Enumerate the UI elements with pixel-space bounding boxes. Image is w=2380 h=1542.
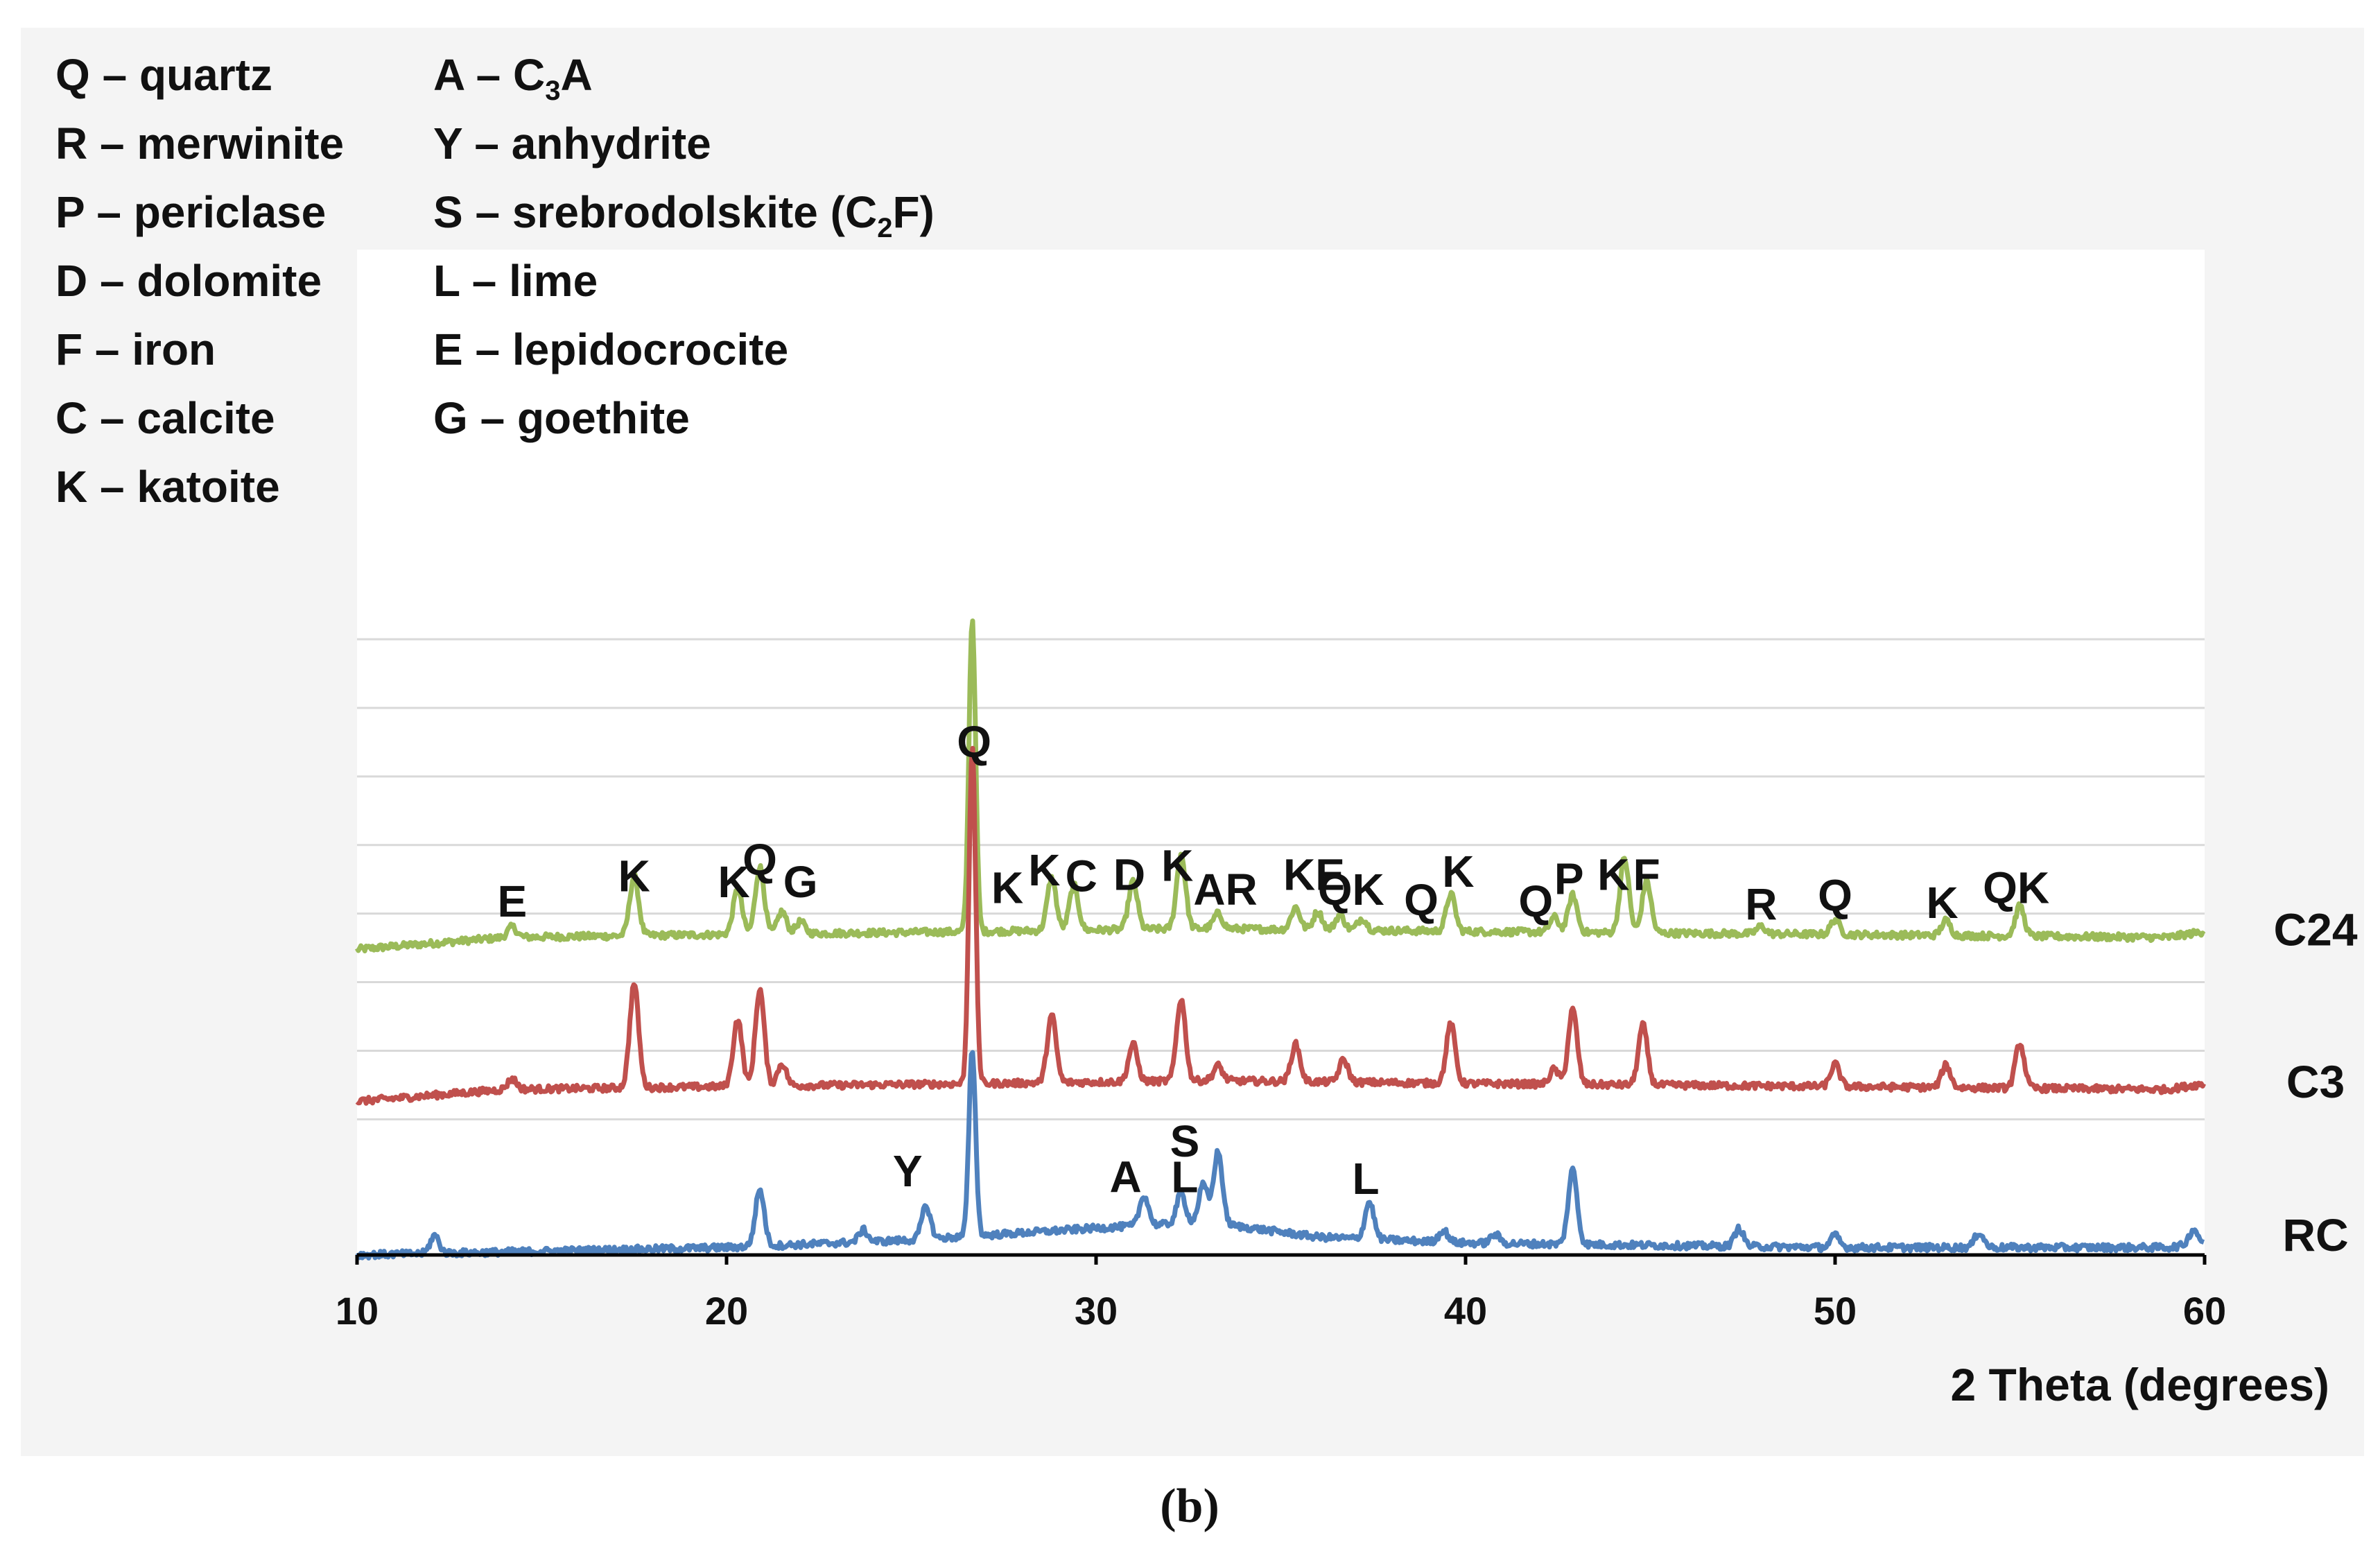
legend-item-d: D – dolomite (55, 256, 322, 306)
legend-code: S – (433, 187, 512, 237)
x-tick-label: 10 (336, 1289, 379, 1333)
peak-label: K (1442, 847, 1474, 896)
peak-label: K (1597, 849, 1629, 899)
legend-name: merwinite (137, 119, 344, 168)
peak-label: L (1353, 1154, 1380, 1204)
x-tick-label: 20 (705, 1289, 748, 1333)
peak-label: QK (1318, 865, 1384, 915)
legend-item-a: A – C3A (433, 50, 593, 106)
legend-item-q: Q – quartz (55, 50, 272, 100)
legend-code: Q – (55, 50, 139, 100)
series-c24-line (354, 618, 2206, 953)
legend-name: dolomite (137, 256, 322, 306)
peak-label: P (1554, 854, 1584, 904)
peak-label: A (1110, 1152, 1142, 1202)
legend-code: E – (433, 324, 512, 374)
legend-name: calcite (137, 393, 275, 443)
peak-label: K (1161, 840, 1193, 890)
legend-item-f: F – iron (55, 324, 216, 374)
peak-label: Q (1518, 876, 1553, 926)
peak-label: D (1113, 849, 1145, 899)
peak-label: E (498, 876, 528, 926)
x-tick-label: 50 (1814, 1289, 1857, 1333)
series-group (354, 618, 2207, 1261)
legend-name: iron (132, 324, 216, 374)
peak-label: Q (1404, 875, 1439, 925)
legend-subscript: 3 (545, 76, 560, 106)
series-label-rc: RC (2282, 1209, 2348, 1261)
series-label-c24: C24 (2273, 903, 2357, 955)
x-tick-label: 30 (1075, 1289, 1118, 1333)
peak-label: Y (893, 1146, 923, 1196)
legend-name-tail: A (560, 50, 592, 100)
legend-code: C – (55, 393, 137, 443)
legend-item-l: L – lime (433, 256, 598, 306)
legend-name: quartz (139, 50, 272, 100)
legend-item-k: K – katoite (55, 462, 280, 512)
peak-label: Q (1818, 870, 1852, 920)
peak-label: K (1926, 878, 1958, 928)
peak-label: K (618, 851, 650, 901)
legend-name: katoite (137, 462, 279, 512)
legend-name: C (513, 50, 545, 100)
legend-code: L – (433, 256, 509, 306)
peak-label: L (1171, 1152, 1198, 1202)
peak-label: K (718, 857, 750, 907)
legend-name: lime (509, 256, 598, 306)
peak-label: K (1028, 845, 1060, 895)
legend-code: K – (55, 462, 137, 512)
series-rc-line (355, 1050, 2205, 1261)
legend-code: D – (55, 256, 137, 306)
legend-item-r: R – merwinite (55, 119, 344, 168)
legend-name: anhydrite (512, 119, 711, 168)
x-tick-label: 60 (2183, 1289, 2226, 1333)
legend-item-g: G – goethite (433, 393, 690, 443)
x-ticks: 10 20 30 40 50 60 (336, 1255, 2226, 1333)
legend-name-tail: F) (892, 187, 934, 237)
peak-label: Q (957, 717, 991, 767)
legend-item-p: P – periclase (55, 187, 326, 237)
legend-item-e: E – lepidocrocite (433, 324, 788, 374)
x-tick-label: 40 (1444, 1289, 1487, 1333)
peak-label: K (991, 863, 1023, 913)
legend-code: R – (55, 119, 137, 168)
peak-label: Q (742, 835, 777, 885)
legend-name: lepidocrocite (512, 324, 788, 374)
legend-item-y: Y – anhydrite (433, 119, 711, 168)
peak-label: QK (1983, 863, 2049, 913)
peak-label: KE (1283, 849, 1345, 899)
legend-code: G – (433, 393, 517, 443)
legend-name: goethite (517, 393, 690, 443)
series-c3-line (355, 745, 2207, 1106)
gridlines (357, 638, 2205, 1120)
peak-label: S (1170, 1116, 1200, 1166)
legend-code: Y – (433, 119, 512, 168)
peak-label: AR (1193, 865, 1257, 915)
legend-code: A – (433, 50, 513, 100)
legend-name: periclase (134, 187, 327, 237)
figure-caption: (b) (1160, 1480, 1219, 1533)
legend-name: srebrodolskite (C (512, 187, 877, 237)
legend-code: F – (55, 324, 132, 374)
series-labels: C24 C3 RC (2273, 903, 2357, 1261)
peak-label: G (783, 857, 818, 907)
legend-item-s: S – srebrodolskite (C2F) (433, 187, 935, 243)
series-label-c3: C3 (2286, 1056, 2345, 1107)
x-axis-label: 2 Theta (degrees) (1951, 1359, 2330, 1410)
peak-label: F (1633, 849, 1660, 899)
legend-code: P – (55, 187, 134, 237)
legend-subscript: 2 (877, 213, 892, 243)
peak-label: R (1745, 879, 1777, 929)
peak-label: C (1066, 851, 1097, 901)
legend-item-c: C – calcite (55, 393, 275, 443)
